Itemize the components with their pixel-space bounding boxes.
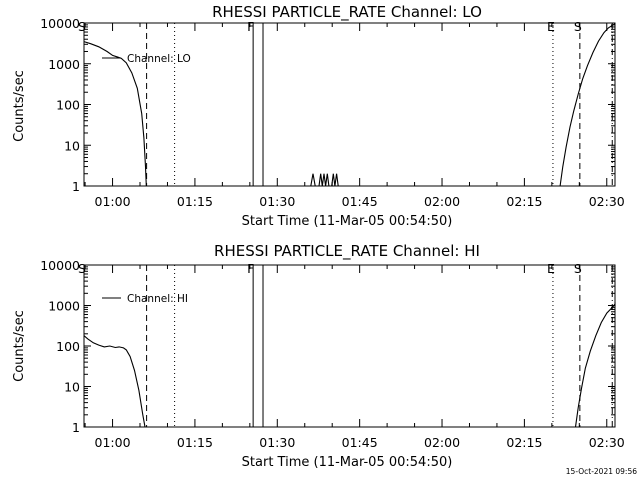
chart-title: RHESSI PARTICLE_RATE Channel: LO <box>212 3 482 22</box>
y-axis-label: Counts/sec <box>12 310 27 382</box>
marker-label: E <box>547 19 555 34</box>
data-series <box>83 302 616 428</box>
x-tick-label: 01:00 <box>95 194 131 209</box>
y-tick-label: 10000 <box>40 16 80 31</box>
series-line <box>331 173 339 187</box>
x-tick-label: 01:30 <box>259 194 295 209</box>
y-tick-label: 1000 <box>48 299 80 314</box>
x-tick-label: 02:00 <box>424 435 460 450</box>
y-tick-label: 10000 <box>40 258 80 273</box>
legend-label: Channel: HI <box>127 293 188 305</box>
x-tick-label: 02:30 <box>589 435 625 450</box>
marker-label: F <box>247 19 254 34</box>
marker-label: S <box>78 19 86 34</box>
marker-label: F <box>247 261 254 276</box>
legend-label: Channel: LO <box>127 53 191 65</box>
y-axis-ticks: 1 10 100 1000 10000 <box>40 258 615 435</box>
x-axis-ticks: 01:00 01:15 01:30 01:45 02:00 02:15 02:30 <box>84 265 625 450</box>
series-line <box>83 41 147 187</box>
chart-title: RHESSI PARTICLE_RATE Channel: HI <box>214 242 480 261</box>
series-line <box>83 335 146 428</box>
series-line <box>559 23 616 187</box>
data-series <box>83 23 616 187</box>
x-tick-label: 01:15 <box>177 194 213 209</box>
marker-label: S <box>574 261 582 276</box>
y-tick-label: 1 <box>72 179 80 194</box>
series-line <box>310 173 316 187</box>
y-tick-label: 1000 <box>48 57 80 72</box>
x-tick-label: 01:45 <box>342 435 378 450</box>
y-tick-label: 1 <box>72 420 80 435</box>
y-tick-label: 100 <box>56 98 80 113</box>
x-axis-label: Start Time (11-Mar-05 00:54:50) <box>242 455 453 470</box>
y-axis-label: Counts/sec <box>12 70 27 142</box>
series-line <box>574 302 616 428</box>
x-axis-label: Start Time (11-Mar-05 00:54:50) <box>242 214 453 229</box>
marker-label: E <box>547 261 555 276</box>
x-tick-label: 01:15 <box>177 435 213 450</box>
x-tick-label: 02:15 <box>506 194 542 209</box>
x-tick-label: 02:00 <box>424 194 460 209</box>
x-tick-label: 01:30 <box>259 435 295 450</box>
x-tick-label: 02:15 <box>506 435 542 450</box>
y-tick-label: 100 <box>56 339 80 354</box>
series-line <box>318 173 330 187</box>
x-axis-ticks: 01:00 01:15 01:30 01:45 02:00 02:15 02:30 <box>84 23 625 209</box>
y-axis-ticks: 1 10 100 1000 10000 <box>40 16 615 194</box>
x-tick-label: 01:00 <box>95 435 131 450</box>
marker-label: S <box>574 19 582 34</box>
x-tick-label: 01:45 <box>342 194 378 209</box>
plot-frame <box>83 264 616 428</box>
x-tick-label: 02:30 <box>589 194 625 209</box>
marker-label: S <box>78 261 86 276</box>
plot-frame <box>83 22 616 187</box>
y-tick-label: 10 <box>64 138 80 153</box>
y-tick-label: 10 <box>64 380 80 395</box>
timestamp-footer: 15-Oct-2021 09:56 <box>566 467 637 476</box>
